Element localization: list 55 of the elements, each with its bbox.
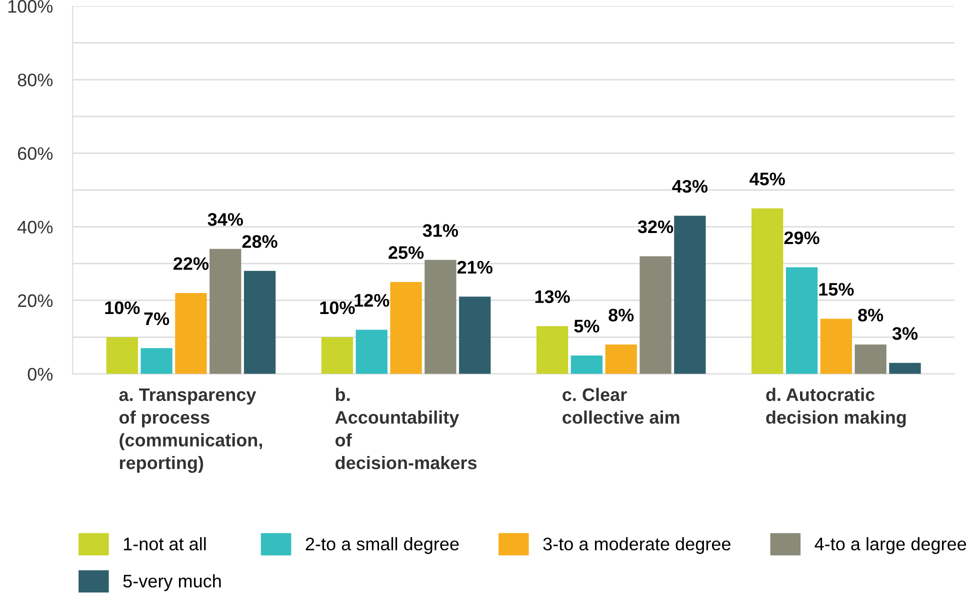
legend-label: 5-very much — [123, 574, 221, 592]
y-tick-label: 20% — [18, 294, 53, 308]
data-label: 25% — [388, 246, 424, 259]
bar — [536, 326, 568, 374]
data-label: 12% — [354, 294, 390, 307]
y-tick-label: 80% — [18, 74, 53, 86]
data-label: 5% — [574, 320, 600, 333]
bar — [820, 318, 852, 374]
y-tick-label: 60% — [18, 147, 53, 160]
data-label: 28% — [242, 235, 278, 248]
data-label: 10% — [105, 301, 140, 314]
legend-label: 3-to a moderate degree — [543, 537, 730, 554]
data-label: 3% — [892, 327, 918, 340]
x-tick-label: b. Accountability of decision-makers — [335, 388, 477, 470]
data-label: 43% — [672, 180, 708, 193]
data-label: 8% — [858, 308, 884, 322]
data-label: 34% — [208, 213, 243, 226]
data-label: 29% — [784, 231, 820, 244]
data-label: 13% — [535, 290, 570, 304]
data-label: 21% — [457, 260, 492, 274]
legend-label: 4-to a large degree — [814, 537, 966, 554]
bar — [459, 296, 491, 374]
bar — [854, 344, 886, 374]
legend-label: 1-not at all — [124, 537, 206, 550]
data-label: 10% — [320, 301, 355, 314]
bar — [786, 267, 818, 374]
x-tick-label: d. Autocratic decision making — [766, 388, 906, 428]
data-label: 8% — [608, 308, 634, 322]
bar — [640, 256, 672, 374]
bar — [390, 282, 422, 374]
legend-label: 2-to a small degree — [306, 537, 459, 554]
bar — [674, 216, 706, 374]
y-tick-label: 100% — [8, 0, 53, 13]
data-label: 15% — [819, 282, 854, 296]
x-tick-label: a. Transparency of process (communication, reporting) — [119, 388, 262, 473]
data-label: 31% — [422, 224, 458, 237]
data-label: 32% — [638, 220, 674, 234]
bar — [605, 344, 637, 374]
bar — [752, 208, 784, 374]
bar — [424, 260, 456, 374]
data-label: 7% — [144, 312, 170, 326]
bar — [106, 337, 138, 374]
bar — [140, 348, 172, 374]
y-tick-label: 40% — [18, 220, 53, 234]
data-label: 22% — [174, 257, 209, 270]
bar — [244, 270, 276, 374]
bar — [175, 292, 207, 374]
bar — [210, 248, 242, 374]
data-label: 45% — [750, 172, 785, 186]
bar — [356, 330, 388, 374]
y-tick-label: 0% — [28, 368, 53, 381]
bar — [570, 356, 603, 374]
bar — [321, 337, 354, 374]
x-tick-label: c. Clear collective aim — [562, 388, 680, 424]
bar — [889, 362, 921, 374]
